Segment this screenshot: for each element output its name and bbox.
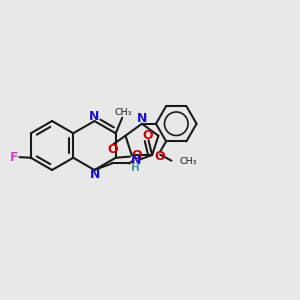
Text: O: O — [107, 143, 118, 156]
Text: CH₃: CH₃ — [114, 109, 132, 118]
Text: N: N — [130, 154, 141, 167]
Text: N: N — [88, 110, 99, 123]
Text: N: N — [137, 112, 147, 125]
Text: O: O — [142, 129, 153, 142]
Text: CH₃: CH₃ — [180, 157, 197, 166]
Text: O: O — [131, 149, 142, 163]
Text: N: N — [90, 168, 100, 181]
Text: O: O — [154, 150, 165, 163]
Text: F: F — [10, 151, 18, 164]
Text: H: H — [131, 163, 140, 173]
